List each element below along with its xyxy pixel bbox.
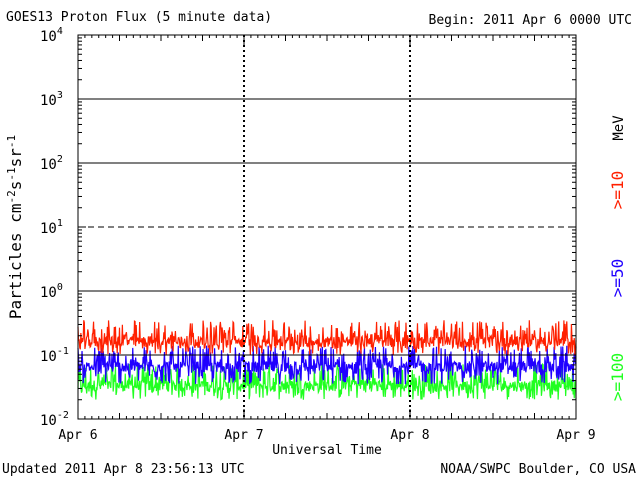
legend-unit-mev: MeV xyxy=(611,115,627,141)
y-tick-label: 10-2 xyxy=(40,410,69,429)
y-axis-label: Particles cm-2s-1sr-1 xyxy=(5,135,26,319)
series-line-ge50 xyxy=(77,345,577,385)
y-tick-label: 100 xyxy=(40,282,63,301)
frame-layer xyxy=(77,34,577,420)
y-tick-label: 101 xyxy=(40,218,63,237)
grid-layer xyxy=(78,35,576,419)
updated-timestamp: Updated 2011 Apr 8 23:56:13 UTC xyxy=(2,462,245,477)
legend-ge50: >=50 xyxy=(608,259,627,298)
series-line-ge100 xyxy=(77,362,577,401)
legend-ge100: >=100 xyxy=(608,353,627,401)
credit-text: NOAA/SWPC Boulder, CO USA xyxy=(440,462,636,477)
series-line-ge10 xyxy=(77,320,577,357)
series-layer xyxy=(77,320,577,401)
x-axis-label: Universal Time xyxy=(272,443,382,458)
x-tick-label: Apr 6 xyxy=(58,428,97,443)
x-tick-label: Apr 8 xyxy=(390,428,429,443)
begin-time: Begin: 2011 Apr 6 0000 UTC xyxy=(428,13,633,28)
x-tick-label: Apr 9 xyxy=(556,428,595,443)
legend-ge10: >=10 xyxy=(608,171,627,210)
label-layer: 10-2 10-1 100 101 102 103 104 Apr 6 Apr 7 Apr 8 Ap… xyxy=(5,26,628,458)
y-tick-label: 103 xyxy=(40,90,63,109)
x-tick-label: Apr 7 xyxy=(224,428,263,443)
y-tick-label: 102 xyxy=(40,154,63,173)
y-tick-label: 104 xyxy=(40,26,63,45)
chart-title: GOES13 Proton Flux (5 minute data) xyxy=(6,10,273,25)
y-tick-label: 10-1 xyxy=(40,346,69,365)
